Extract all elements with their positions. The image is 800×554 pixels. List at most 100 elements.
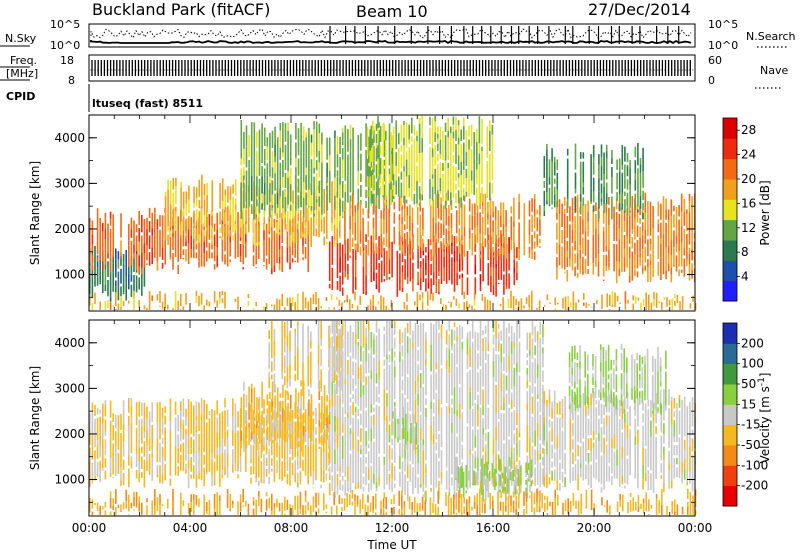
power-cell (321, 209, 323, 215)
vel-cell (553, 423, 556, 435)
vel-cell (392, 421, 394, 435)
power-cell (448, 230, 450, 241)
vel-cell (386, 354, 388, 360)
power-cell (297, 293, 299, 306)
vel-cell (477, 332, 479, 342)
power-cell (221, 236, 224, 240)
power-cell (107, 253, 109, 259)
vel-cell (148, 438, 151, 451)
cpid-label: CPID (6, 90, 35, 103)
power-cell (326, 162, 328, 177)
power-cell (383, 159, 386, 166)
vel-cell (310, 351, 312, 367)
power-cell (670, 255, 673, 268)
vel-cell (482, 330, 484, 336)
vel-cell (451, 353, 453, 363)
power-cell (453, 296, 455, 300)
power-cell (490, 281, 492, 293)
vel-cell (505, 456, 508, 473)
power-cell (683, 248, 686, 256)
power-cell (240, 198, 243, 209)
power-cell (302, 140, 305, 157)
vel-cell (471, 360, 474, 369)
vel-cell (266, 426, 269, 438)
vel-cell (271, 422, 274, 437)
vel-cell (546, 400, 548, 407)
vel-cell (122, 407, 125, 425)
power-cell (159, 215, 161, 227)
power-cell (442, 224, 445, 235)
vel-cell (347, 400, 349, 412)
power-cell (486, 177, 488, 183)
power-cell (500, 215, 502, 228)
power-cell (644, 265, 647, 271)
vel-cell (187, 468, 190, 481)
vel-cell (310, 340, 312, 349)
vel-cell (243, 397, 245, 402)
vel-cell (180, 411, 182, 420)
power-cell (224, 207, 227, 213)
power-cell (161, 301, 164, 308)
vel-cell (497, 342, 500, 352)
vel-cell (577, 465, 579, 475)
vel-cell (430, 409, 432, 425)
vel-cell (518, 341, 521, 356)
power-cell (478, 153, 481, 165)
power-cell (556, 204, 559, 208)
vel-cell (357, 470, 360, 482)
power-cell (569, 247, 571, 260)
vel-cell (435, 462, 438, 481)
vel-cell (294, 328, 296, 333)
vel-cell (268, 352, 270, 369)
vel-cell (419, 455, 422, 472)
power-cell (492, 267, 495, 286)
vel-cell (198, 402, 200, 418)
vel-cell (243, 401, 245, 415)
vel-cell (425, 382, 427, 396)
power-cell (385, 140, 387, 155)
power-cell (642, 299, 645, 304)
power-cell (443, 256, 445, 268)
power-cell (442, 195, 444, 202)
vel-cell (263, 445, 265, 451)
power-cell (450, 213, 453, 225)
power-cell (349, 229, 351, 243)
power-cell (587, 254, 589, 267)
vel-cell (497, 434, 500, 452)
power-cell (487, 227, 489, 244)
vel-cell (182, 442, 185, 458)
vel-cell (328, 498, 331, 499)
vel-cell (263, 436, 265, 446)
power-cell (505, 227, 507, 243)
power-cell (450, 126, 452, 134)
vel-cell (451, 398, 453, 405)
vel-cell (378, 468, 380, 477)
power-cell (450, 224, 453, 229)
power-colorbar-tick: 24 (741, 148, 756, 162)
vel-cell (569, 456, 572, 462)
power-cell (372, 175, 374, 190)
vel-cell (518, 487, 521, 495)
power-cell (128, 285, 130, 290)
vel-cell (510, 434, 513, 448)
power-cell (408, 146, 410, 162)
vel-cell (539, 396, 542, 412)
power-cell (416, 180, 418, 193)
vel-cell (221, 438, 224, 453)
vel-cell (245, 446, 248, 449)
power-cell (629, 168, 631, 185)
power-cell (566, 270, 569, 282)
vel-cell (409, 338, 412, 346)
power-cell (302, 234, 305, 236)
power-cell (686, 259, 688, 266)
power-cell (102, 247, 104, 261)
vel-cell (414, 380, 417, 394)
vel-cell (321, 395, 323, 408)
vel-cell (386, 372, 388, 391)
power-cell (328, 259, 331, 276)
power-cell (313, 202, 315, 211)
vel-cell (474, 458, 477, 469)
vel-cell (577, 404, 579, 412)
power-cell (169, 233, 172, 247)
vel-cell (492, 321, 495, 332)
